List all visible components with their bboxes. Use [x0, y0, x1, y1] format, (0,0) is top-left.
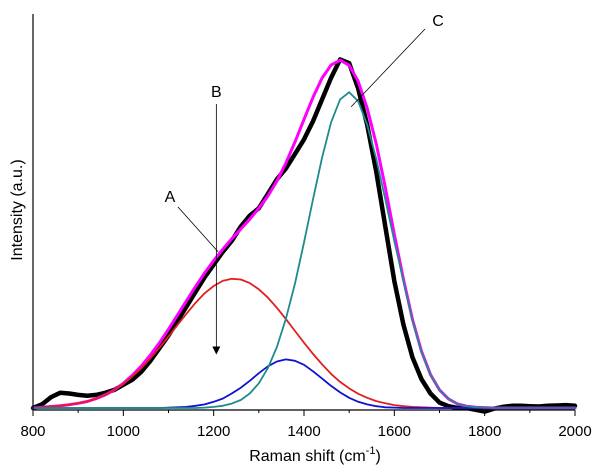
- x-tick-label: 1600: [378, 423, 411, 440]
- x-tick-label: 800: [20, 423, 45, 440]
- annotation-leader-c: [350, 28, 426, 108]
- annotation-leader-a: [177, 206, 219, 253]
- y-axis-title: Intensity (a.u.): [9, 159, 26, 260]
- x-tick-label: 1400: [287, 423, 320, 440]
- x-tick-label: 1000: [107, 423, 140, 440]
- x-tick-label: 1200: [197, 423, 230, 440]
- series-line-1: [31, 58, 577, 410]
- series-line-4: [32, 91, 576, 409]
- x-axis-title-suffix: ): [375, 448, 380, 465]
- axes-layer: 800 1000 1200 1400 1600 1800 2000: [20, 14, 592, 440]
- annotation-layer: A B C: [165, 13, 444, 355]
- series-line-0: [30, 57, 578, 414]
- series-line-3: [32, 358, 576, 409]
- x-axis-title: Raman shift (cm-1): [249, 445, 381, 465]
- x-tick-label: 1800: [468, 423, 501, 440]
- x-axis-title-superscript: -1: [366, 445, 376, 457]
- annotation-label-c: C: [432, 13, 444, 30]
- series-layer: [30, 57, 578, 414]
- x-axis-title-main: Raman shift (cm: [249, 448, 365, 465]
- x-tick-label: 2000: [558, 423, 591, 440]
- annotation-label-a: A: [165, 189, 176, 206]
- annotation-label-b: B: [211, 84, 222, 101]
